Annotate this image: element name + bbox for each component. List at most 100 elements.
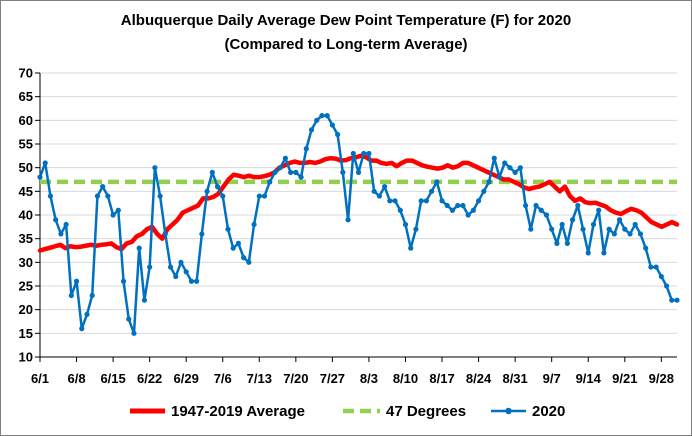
y-tick-label: 25 xyxy=(19,279,33,294)
data-point-2020 xyxy=(606,226,612,232)
data-point-2020 xyxy=(314,117,320,123)
data-point-2020 xyxy=(230,245,236,251)
legend-label-2020: 2020 xyxy=(532,403,565,420)
x-tick-label: 6/29 xyxy=(174,371,199,386)
x-tick-label: 8/24 xyxy=(466,371,492,386)
data-point-2020 xyxy=(611,231,617,237)
chart-title: Albuquerque Daily Average Dew Point Temp… xyxy=(121,12,571,29)
data-point-2020 xyxy=(502,160,508,166)
data-point-2020 xyxy=(669,297,675,303)
axes: 10 15 20 25 30 35 40 45 50 55 60 65 70 6/1 6/8 6/15 6/22… xyxy=(19,66,677,386)
data-point-2020 xyxy=(152,165,158,171)
data-point-2020 xyxy=(188,278,195,284)
data-point-2020 xyxy=(449,207,456,213)
data-point-2020 xyxy=(84,311,90,317)
data-point-2020 xyxy=(167,264,174,270)
data-point-2020 xyxy=(418,198,424,204)
data-point-2020 xyxy=(590,221,597,228)
data-point-2020 xyxy=(68,292,74,299)
data-point-2020 xyxy=(559,221,565,228)
data-point-2020 xyxy=(408,245,414,251)
data-point-2020 xyxy=(246,259,252,265)
chart-subtitle: (Compared to Long-term Average) xyxy=(224,36,467,53)
x-tick-label: 8/10 xyxy=(393,371,418,386)
data-point-2020 xyxy=(423,198,429,204)
data-point-2020 xyxy=(209,169,215,175)
data-point-2020 xyxy=(282,155,288,161)
data-point-2020 xyxy=(554,240,560,246)
data-point-2020 xyxy=(569,217,576,223)
data-point-2020 xyxy=(627,231,633,237)
data-point-2020 xyxy=(658,273,664,280)
legend-label-average: 1947-2019 Average xyxy=(171,403,305,420)
data-point-2020 xyxy=(622,226,628,232)
data-point-2020 xyxy=(94,193,101,199)
data-point-2020 xyxy=(648,264,654,270)
data-point-2020 xyxy=(267,179,273,185)
data-point-2020 xyxy=(53,217,59,223)
data-point-2020 xyxy=(298,174,304,180)
x-tick-label: 6/22 xyxy=(137,371,162,386)
data-point-2020 xyxy=(632,221,638,228)
data-point-2020 xyxy=(538,207,544,213)
data-point-2020 xyxy=(335,131,341,138)
data-point-2020 xyxy=(496,174,503,180)
data-point-2020 xyxy=(355,169,362,175)
data-point-2020 xyxy=(392,198,398,204)
data-point-2020 xyxy=(366,150,372,157)
y-tick-label: 40 xyxy=(19,208,33,223)
data-point-2020 xyxy=(596,207,602,213)
data-point-2020 xyxy=(345,217,351,223)
data-point-2020 xyxy=(413,226,419,232)
data-point-2020 xyxy=(371,188,377,194)
data-point-2020 xyxy=(382,184,388,190)
data-point-2020 xyxy=(183,269,189,275)
x-tick-label: 7/13 xyxy=(247,371,272,386)
data-point-2020 xyxy=(637,231,644,237)
data-point-2020 xyxy=(663,283,670,289)
legend-marker-2020 xyxy=(505,407,512,415)
data-point-2020 xyxy=(653,264,659,270)
y-tick-label: 15 xyxy=(19,326,33,341)
data-point-2020 xyxy=(162,231,168,237)
data-point-2020 xyxy=(486,179,492,185)
data-point-2020 xyxy=(643,245,649,251)
markers-group xyxy=(37,113,680,336)
data-point-2020 xyxy=(465,212,471,218)
data-point-2020 xyxy=(110,212,116,218)
data-point-2020 xyxy=(512,169,518,175)
data-point-2020 xyxy=(131,330,137,336)
data-point-2020 xyxy=(63,221,69,228)
data-point-2020 xyxy=(204,188,210,194)
x-tick-label: 9/7 xyxy=(543,371,561,386)
data-point-2020 xyxy=(434,179,440,185)
data-point-2020 xyxy=(147,264,153,270)
y-tick-label: 60 xyxy=(19,113,33,128)
data-point-2020 xyxy=(220,193,226,199)
data-point-2020 xyxy=(115,207,121,213)
data-point-2020 xyxy=(475,198,482,204)
data-point-2020 xyxy=(277,165,283,171)
data-point-2020 xyxy=(460,202,466,209)
data-point-2020 xyxy=(580,226,586,232)
data-point-2020 xyxy=(261,193,268,199)
x-tick-label: 8/17 xyxy=(429,371,454,386)
data-point-2020 xyxy=(194,278,200,284)
data-point-2020 xyxy=(100,184,106,190)
data-point-2020 xyxy=(126,316,132,322)
data-point-2020 xyxy=(157,193,163,199)
data-point-2020 xyxy=(73,278,80,284)
data-point-2020 xyxy=(528,226,534,232)
legend: 1947-2019 Average 47 Degrees 2020 xyxy=(130,403,565,420)
y-tick-label: 45 xyxy=(19,184,33,199)
data-point-2020 xyxy=(324,113,330,119)
data-point-2020 xyxy=(575,202,581,209)
x-tick-label: 9/14 xyxy=(576,371,602,386)
data-point-2020 xyxy=(173,273,179,280)
data-point-2020 xyxy=(214,184,221,190)
data-point-2020 xyxy=(361,150,367,157)
data-point-2020 xyxy=(89,292,95,299)
data-point-2020 xyxy=(329,122,335,128)
x-tick-label: 8/3 xyxy=(360,371,378,386)
data-point-2020 xyxy=(251,221,257,228)
